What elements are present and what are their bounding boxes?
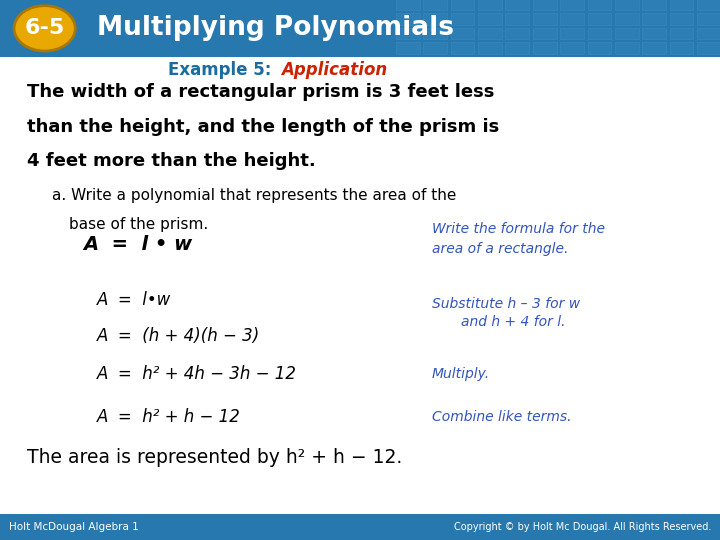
Bar xyxy=(396,28,420,39)
Text: Write the formula for the: Write the formula for the xyxy=(432,222,605,236)
Bar xyxy=(505,28,529,39)
Text: A  =  (h + 4)(h − 3): A = (h + 4)(h − 3) xyxy=(97,327,261,345)
Bar xyxy=(670,0,693,10)
Text: and h + 4 for l.: and h + 4 for l. xyxy=(461,315,565,329)
Text: A  =  l • w: A = l • w xyxy=(83,234,192,254)
Text: A  =  h² + h − 12: A = h² + h − 12 xyxy=(97,408,241,426)
Bar xyxy=(642,42,666,54)
Text: Substitute h – 3 for w: Substitute h – 3 for w xyxy=(432,298,580,311)
Bar xyxy=(670,28,693,39)
Bar xyxy=(560,13,584,25)
Bar xyxy=(642,13,666,25)
Text: area of a rectangle.: area of a rectangle. xyxy=(432,242,568,256)
Text: 6-5: 6-5 xyxy=(24,18,65,38)
Text: than the height, and the length of the prism is: than the height, and the length of the p… xyxy=(27,118,500,136)
Bar xyxy=(560,28,584,39)
Ellipse shape xyxy=(14,6,76,51)
Bar xyxy=(642,0,666,10)
Bar xyxy=(560,0,584,10)
Bar xyxy=(697,0,720,10)
Text: Multiplying Polynomials: Multiplying Polynomials xyxy=(97,15,454,42)
Text: Example 5:: Example 5: xyxy=(168,61,277,79)
Text: Multiply.: Multiply. xyxy=(432,367,490,381)
Bar xyxy=(423,13,447,25)
Text: A  =  h² + 4h − 3h − 12: A = h² + 4h − 3h − 12 xyxy=(97,364,297,383)
Bar xyxy=(697,13,720,25)
Text: Application: Application xyxy=(281,61,387,79)
Bar xyxy=(615,28,639,39)
Bar xyxy=(0,0,720,57)
Text: base of the prism.: base of the prism. xyxy=(69,217,208,232)
Bar xyxy=(505,42,529,54)
Bar xyxy=(588,13,611,25)
Bar xyxy=(615,13,639,25)
Bar xyxy=(670,13,693,25)
Text: Combine like terms.: Combine like terms. xyxy=(432,410,572,424)
Bar xyxy=(451,42,474,54)
Bar xyxy=(697,28,720,39)
Bar xyxy=(451,0,474,10)
Bar xyxy=(478,0,502,10)
Bar xyxy=(478,42,502,54)
Bar xyxy=(396,0,420,10)
Bar xyxy=(423,28,447,39)
Text: Copyright © by Holt Mc Dougal. All Rights Reserved.: Copyright © by Holt Mc Dougal. All Right… xyxy=(454,522,711,532)
Bar xyxy=(560,42,584,54)
Bar xyxy=(642,28,666,39)
Text: 4 feet more than the height.: 4 feet more than the height. xyxy=(27,152,316,171)
Bar xyxy=(670,42,693,54)
Bar xyxy=(588,28,611,39)
Bar xyxy=(0,514,720,540)
Bar xyxy=(478,13,502,25)
Bar xyxy=(396,42,420,54)
Bar xyxy=(588,42,611,54)
Text: A  =  l•w: A = l•w xyxy=(97,291,171,309)
Bar xyxy=(533,42,557,54)
Bar xyxy=(505,0,529,10)
Bar xyxy=(451,13,474,25)
Text: a. Write a polynomial that represents the area of the: a. Write a polynomial that represents th… xyxy=(52,188,456,203)
Text: Holt McDougal Algebra 1: Holt McDougal Algebra 1 xyxy=(9,522,138,532)
Bar xyxy=(697,42,720,54)
Bar xyxy=(396,13,420,25)
Text: The width of a rectangular prism is 3 feet less: The width of a rectangular prism is 3 fe… xyxy=(27,83,495,100)
Bar xyxy=(505,13,529,25)
Bar xyxy=(423,0,447,10)
Bar xyxy=(588,0,611,10)
Bar xyxy=(533,0,557,10)
Text: The area is represented by h² + h − 12.: The area is represented by h² + h − 12. xyxy=(27,448,402,468)
Bar xyxy=(451,28,474,39)
Bar xyxy=(533,13,557,25)
Bar xyxy=(423,42,447,54)
Bar xyxy=(533,28,557,39)
Bar xyxy=(615,0,639,10)
Bar xyxy=(615,42,639,54)
Bar xyxy=(478,28,502,39)
